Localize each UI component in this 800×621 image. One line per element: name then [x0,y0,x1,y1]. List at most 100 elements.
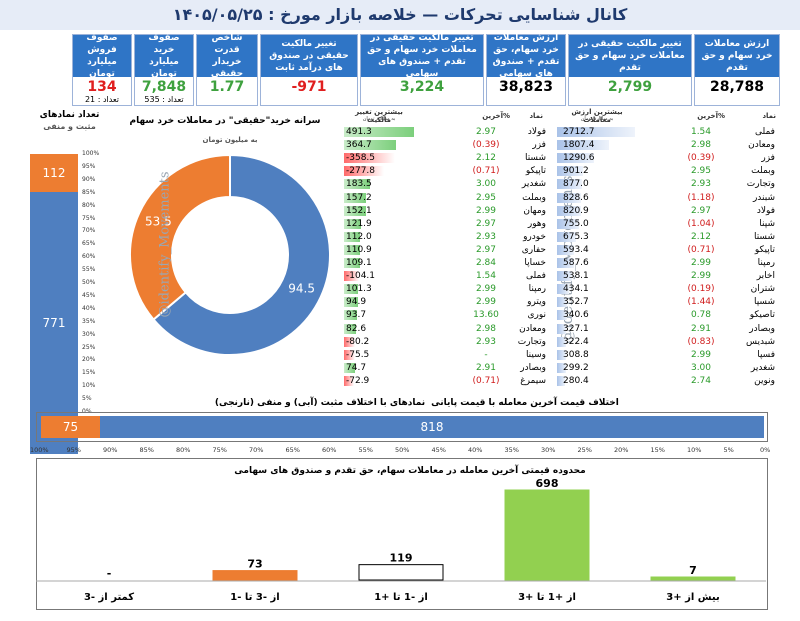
value-val: 587.6 [563,258,589,268]
count-neg-label: 112 [42,166,66,180]
donut-slice [129,153,231,321]
axis-tick: 10% [82,382,96,390]
value-val: 280.4 [563,375,589,386]
axis-tick: 65% [285,446,300,454]
kpi-card-head: تغییر مالکیت حقیقی در صندوق های درآمد ثا… [261,35,357,77]
owner-sym: وبملت [522,192,546,203]
hbar-pos: 818 [100,416,764,438]
kpi-card: ارزش معاملات خرد سهام، حق تقدم + صندوق ه… [486,33,566,106]
range-category-label: از +1 تا +3 [518,592,576,603]
value-pct: (0.83) [687,336,715,347]
owner-header-val: بیشترین تغییر مالکیت [355,108,403,124]
kpi-card-sub: تعداد : 21 [84,95,120,104]
value-bar [557,349,566,360]
kpi-card-value: 134 [87,79,117,95]
value-val: 340.6 [563,310,589,321]
value-bar [557,127,635,137]
value-val: 593.4 [563,244,589,255]
axis-tick: 50% [82,279,96,286]
value-sym: فزر [761,153,775,164]
value-val: 1807.4 [563,140,595,151]
axis-tick: 45% [82,291,96,299]
owner-bar [344,310,358,321]
kpi-card: صفوف خرید میلیارد تومان 7,848 تعداد : 535 [134,33,194,106]
value-pct: (1.04) [687,218,715,229]
owner-header-sym: نماد [529,112,543,120]
axis-tick: 75% [212,446,227,454]
axis-tick: 85% [139,446,154,454]
owner-pct: (0.39) [472,140,500,151]
donut-label: 94.5 [288,281,315,295]
value-pct: 2.99 [690,349,712,360]
value-bar [557,244,575,255]
value-val: 308.8 [563,349,589,360]
owner-val: 110.9 [346,244,372,255]
kpi-card: تغییر مالکیت حقیقی در صندوق های درآمد ثا… [260,34,358,106]
owner-val: 112.0 [346,231,372,242]
owner-sym: ویترو [527,297,546,308]
axis-tick: 40% [468,446,483,454]
range-category-label: از -1 تا +1 [374,592,428,603]
value-val: 755.0 [563,218,589,229]
range-bar [504,489,590,581]
value-val: 877.0 [563,179,589,190]
owner-bar [344,271,359,282]
value-val: 352.7 [563,297,589,308]
hbar-pos-label: 818 [420,420,444,434]
owner-sym: وهور [527,218,546,229]
donut-chart: 94.5 53.5 [129,153,331,356]
kpi-card-value: 28,788 [709,79,765,95]
value-header-pct: %آخرین [697,112,725,120]
donut-slice [152,153,331,356]
axis-tick: 5% [82,395,92,403]
kpi-card-value: 2,799 [607,79,653,95]
axis-tick: 15% [82,369,96,377]
kpi-card: تغییر مالکیت حقیقی در معاملات خرد سهام و… [360,33,484,106]
value-table: بیشترین ارزش معاملات به میلیارد تومان %آ… [555,106,777,391]
owner-sym: تاپیکو [525,166,546,177]
kpi-card-sub: تعداد : 535 [144,95,184,104]
kpi-card-value: 38,823 [498,79,554,95]
owner-val: -80.2 [346,336,370,347]
value-bar [557,323,567,334]
owner-bar [344,179,371,190]
owner-pct: 2.97 [475,244,497,255]
count-bar-neg: 112 [30,154,78,192]
axis-tick: 80% [176,446,191,454]
owner-bar [344,258,360,268]
value-bar [557,362,566,373]
axis-tick: 60% [322,446,337,454]
axis-tick: 80% [82,201,96,209]
range-value-label: 698 [536,478,559,490]
owner-sym: ومعادن [519,323,546,334]
range-bar [358,564,444,581]
value-pct: 1.54 [690,127,712,137]
owner-pct: 2.98 [475,323,497,334]
owner-pct: 2.99 [475,297,497,308]
value-sym: شغدیر [750,362,775,373]
owner-bar [344,362,355,373]
value-sym: رمپنا [757,258,775,268]
value-bar [557,179,583,190]
owner-pct: (0.71) [472,166,500,177]
kpi-card: تغییر مالکیت حقیقی در معاملات خرد سهام و… [568,34,692,106]
owner-bar [344,375,355,386]
value-val: 538.1 [563,271,589,282]
value-sym: فملی [755,127,775,137]
owner-pct: 2.99 [475,284,497,295]
range-bar [212,570,298,581]
value-pct: (0.19) [687,284,715,295]
owner-pct: 2.95 [475,192,497,203]
value-bar [557,284,570,295]
axis-tick: 70% [82,227,96,235]
owner-sym: وسینا [525,349,546,360]
value-sym: ومعادن [748,140,775,151]
owner-bar [344,218,362,229]
owner-pct: 2.12 [475,153,497,164]
watermark-left: @identify_Movements [157,171,173,318]
value-header-sym: نماد [762,112,776,120]
axis-tick: 25% [577,446,592,454]
owner-val: 152.1 [346,205,372,216]
axis-tick: 55% [358,446,373,454]
axis-tick: 70% [249,446,264,454]
